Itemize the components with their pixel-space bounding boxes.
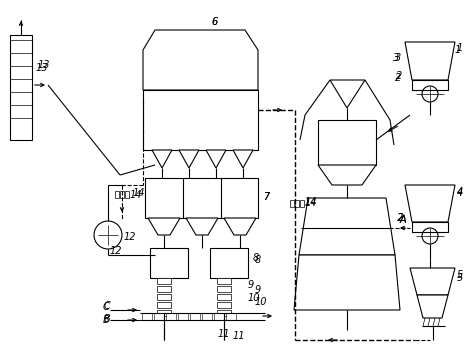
Text: 4: 4 [457,188,463,198]
Polygon shape [206,150,226,168]
Text: 2: 2 [395,73,401,83]
Text: 7: 7 [263,192,269,202]
Bar [154,313,164,320]
Text: 9: 9 [255,285,261,295]
Bar [120,191,124,198]
Bar [115,191,119,198]
Polygon shape [152,150,172,168]
Text: 14: 14 [130,190,142,200]
Bar [150,248,188,278]
Text: 3: 3 [395,53,401,63]
Text: 7: 7 [263,192,269,202]
Polygon shape [186,218,218,235]
Text: 2: 2 [396,71,402,81]
Text: 14: 14 [305,198,318,208]
Polygon shape [233,150,253,168]
Polygon shape [299,198,395,255]
Bar [217,294,231,300]
Bar [214,313,224,320]
Bar [295,200,299,207]
Text: 9: 9 [248,280,254,290]
Bar [217,310,231,316]
Bar [157,286,171,292]
Text: 4: 4 [457,187,463,197]
Polygon shape [148,218,180,235]
Text: 5: 5 [457,270,463,280]
Text: 12: 12 [110,246,122,256]
Bar [290,200,294,207]
Bar [217,278,231,284]
Bar [226,313,236,320]
Text: 1: 1 [455,45,461,55]
Text: 6: 6 [212,17,218,27]
Text: 8: 8 [255,255,261,265]
Polygon shape [318,165,376,185]
Bar [10,35,32,140]
Polygon shape [224,218,256,235]
Text: 2: 2 [397,213,403,223]
Text: 11: 11 [218,329,231,339]
Bar [157,302,171,308]
Polygon shape [417,295,448,318]
Bar [143,90,258,150]
Text: 13: 13 [36,63,48,73]
Polygon shape [294,255,400,310]
Text: 2: 2 [398,213,404,223]
Bar [157,310,171,316]
Polygon shape [330,80,365,108]
Text: 13: 13 [38,60,51,70]
Text: B: B [104,314,111,324]
Polygon shape [179,150,199,168]
Text: C: C [104,301,111,311]
Text: 1: 1 [457,43,463,53]
Bar [166,313,176,320]
Text: 8: 8 [253,253,259,263]
Bar [157,294,171,300]
Polygon shape [410,268,455,295]
Bar [217,286,231,292]
Bar [318,120,376,165]
Bar [190,313,200,320]
Bar [217,302,231,308]
Text: 5: 5 [457,273,463,283]
Text: 12: 12 [124,232,137,242]
Bar [300,200,304,207]
Bar [210,248,248,278]
Text: A: A [400,215,406,225]
Text: 10: 10 [255,297,267,307]
Bar [142,313,152,320]
Bar [145,178,258,218]
Bar [202,313,212,320]
Bar [412,222,448,232]
Bar [178,313,188,320]
Text: 14: 14 [305,197,318,207]
Text: 14: 14 [133,188,146,198]
Bar [157,278,171,284]
Text: 10: 10 [248,293,260,303]
Bar [125,191,129,198]
Text: C: C [103,302,110,312]
Text: 11: 11 [233,331,246,341]
Text: A: A [400,215,406,225]
Bar [412,80,448,90]
Polygon shape [143,30,258,90]
Text: 3: 3 [393,53,399,63]
Polygon shape [405,185,455,222]
Text: 6: 6 [212,17,218,27]
Text: B: B [103,315,110,325]
Polygon shape [405,42,455,80]
